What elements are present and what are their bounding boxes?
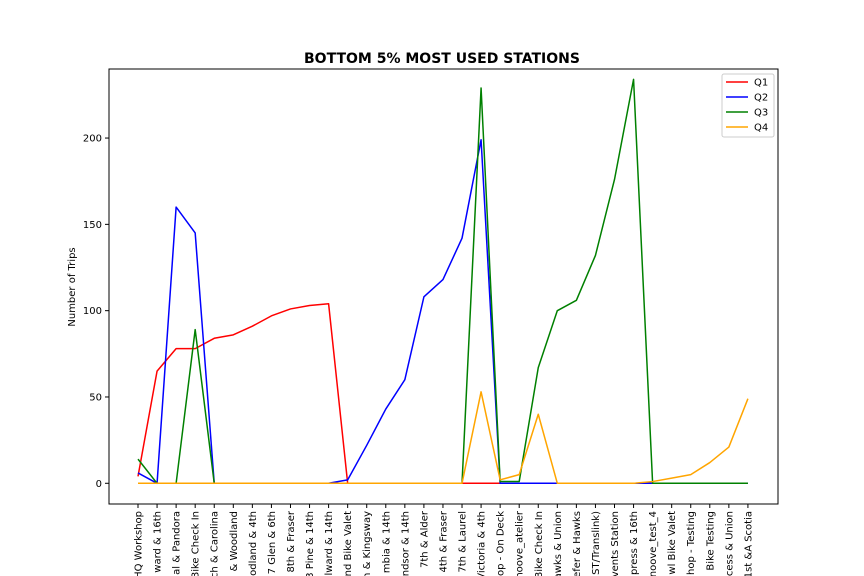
- x-tick-label: 7th & Laurel: [458, 511, 469, 573]
- y-axis-label: Number of Trips: [67, 247, 78, 326]
- x-tick-label: 8th & Fraser: [286, 510, 297, 572]
- x-tick-label: hop - Testing: [686, 511, 697, 575]
- x-tick-label: HQ Workshop: [134, 511, 145, 576]
- x-tick-label: Bike Testing: [705, 511, 716, 571]
- y-tick-label: 150: [83, 220, 102, 231]
- x-tick-label: 1st &A Scotia: [743, 511, 754, 576]
- y-tick-label: 50: [89, 392, 102, 403]
- legend-box: [721, 73, 775, 138]
- x-tick-label: op - On Deck: [496, 511, 507, 576]
- plot-area: [137, 78, 749, 485]
- y-tick-label: 0: [96, 479, 102, 490]
- x-tick-label: Bike Check In: [534, 511, 545, 576]
- x-tick-label: Victoria & 4th: [477, 511, 488, 576]
- x-tick-label: mbia & 14th: [381, 511, 392, 573]
- y-tick-label: 100: [83, 306, 102, 317]
- series-line-q4: [138, 391, 749, 485]
- x-tick-label: ndsor & 14th: [400, 511, 411, 576]
- chart-title: BOTTOM 5% MOST USED STATIONS: [304, 51, 580, 67]
- x-tick-label: odland & 4th: [248, 511, 259, 576]
- y-tick-label: 200: [83, 134, 102, 145]
- x-tick-label: ST/Translink): [591, 511, 602, 575]
- x-tick-label: efer & Hawks: [572, 511, 583, 576]
- x-tick-label: 4th & Fraser: [438, 510, 449, 572]
- x-tick-label: nd Bike Valet: [343, 511, 354, 576]
- x-tick-label: cess & Union: [724, 511, 735, 576]
- x-tick-label: awks & Union: [553, 511, 564, 576]
- x-tick-label: 7 Glen & 6th: [267, 511, 278, 574]
- x-tick-label: noove_atelier: [515, 510, 526, 576]
- x-tick-label: ward & 16th: [153, 511, 164, 573]
- legend-label-q2: Q2: [754, 93, 768, 104]
- x-tick-label: wl Bike Valet: [667, 511, 678, 575]
- legend-label-q1: Q1: [754, 78, 768, 89]
- x-tick-label: lward & 14th: [324, 511, 335, 576]
- plot-frame: [108, 68, 779, 505]
- x-tick-label: 3 Pine & 14th: [305, 511, 316, 576]
- legend: Q1 Q2 Q3 Q4: [721, 73, 775, 138]
- x-tick-label: noove_test_4: [648, 511, 659, 576]
- x-tick-label: press & 16th: [629, 511, 640, 575]
- x-tick-label: al & Pandora: [172, 511, 183, 575]
- legend-label-q4: Q4: [754, 123, 768, 134]
- y-axis: 0 50 100 150 200: [83, 134, 109, 490]
- x-tick-label: & Woodland: [229, 511, 240, 571]
- x-tick-label: 7th & Alder: [419, 510, 430, 568]
- x-tick-label: ch & Carolina: [210, 511, 221, 576]
- x-tick-label: n & Kingsway: [362, 511, 373, 576]
- x-axis: HQ Workshop ward & 16th al & Pandora Bike C…: [134, 504, 754, 576]
- legend-label-q3: Q3: [754, 108, 768, 119]
- x-tick-label: vents Station: [610, 511, 621, 576]
- x-tick-label: Bike Check In: [191, 511, 202, 576]
